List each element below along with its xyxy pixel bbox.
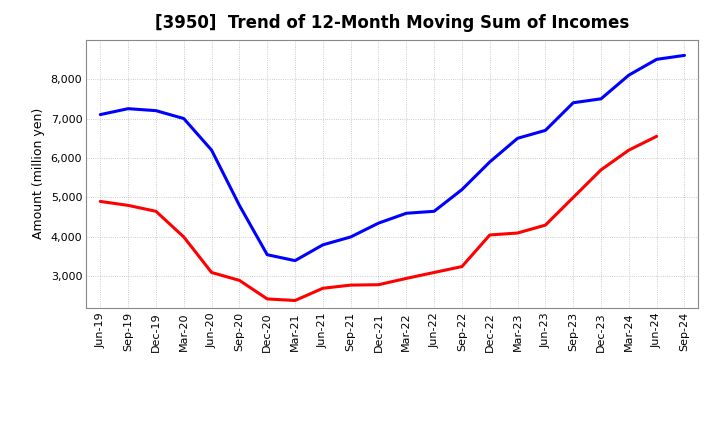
Net Income (124, 203, 132, 208)
Line: Ordinary Income: Ordinary Income (100, 55, 685, 260)
Net Income (96, 199, 104, 204)
Ordinary Income (458, 187, 467, 192)
Ordinary Income (485, 159, 494, 165)
Ordinary Income (597, 96, 606, 102)
Y-axis label: Amount (million yen): Amount (million yen) (32, 108, 45, 239)
Net Income (235, 278, 243, 283)
Ordinary Income (235, 203, 243, 208)
Ordinary Income (291, 258, 300, 263)
Net Income (485, 232, 494, 238)
Ordinary Income (402, 211, 410, 216)
Ordinary Income (430, 209, 438, 214)
Net Income (458, 264, 467, 269)
Ordinary Income (624, 73, 633, 78)
Net Income (374, 282, 383, 287)
Net Income (569, 195, 577, 200)
Ordinary Income (680, 53, 689, 58)
Net Income (541, 223, 550, 228)
Line: Net Income: Net Income (100, 136, 657, 301)
Net Income (207, 270, 216, 275)
Net Income (291, 298, 300, 303)
Net Income (513, 231, 522, 236)
Ordinary Income (541, 128, 550, 133)
Ordinary Income (318, 242, 327, 247)
Net Income (652, 134, 661, 139)
Title: [3950]  Trend of 12-Month Moving Sum of Incomes: [3950] Trend of 12-Month Moving Sum of I… (156, 15, 629, 33)
Net Income (318, 286, 327, 291)
Ordinary Income (179, 116, 188, 121)
Net Income (597, 167, 606, 172)
Net Income (179, 235, 188, 240)
Ordinary Income (263, 252, 271, 257)
Ordinary Income (513, 136, 522, 141)
Ordinary Income (374, 220, 383, 226)
Ordinary Income (96, 112, 104, 117)
Net Income (402, 276, 410, 281)
Ordinary Income (346, 235, 355, 240)
Ordinary Income (569, 100, 577, 106)
Ordinary Income (152, 108, 161, 113)
Net Income (430, 270, 438, 275)
Ordinary Income (652, 57, 661, 62)
Net Income (346, 282, 355, 288)
Net Income (152, 209, 161, 214)
Net Income (624, 147, 633, 153)
Ordinary Income (207, 147, 216, 153)
Ordinary Income (124, 106, 132, 111)
Net Income (263, 296, 271, 301)
